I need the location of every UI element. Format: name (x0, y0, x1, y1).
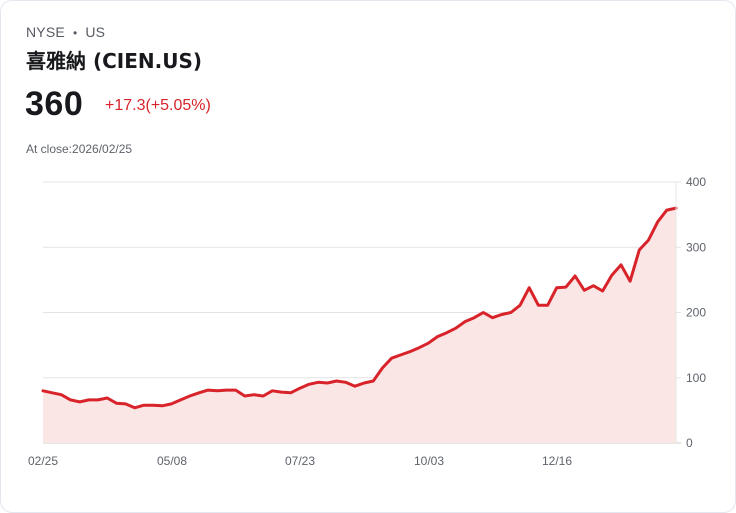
y-tick-label: 100 (686, 371, 706, 385)
separator-dot: • (72, 26, 78, 40)
x-tick-label: 05/08 (157, 454, 187, 468)
price-change: +17.3(+5.05%) (105, 97, 211, 114)
price-line (41, 206, 678, 410)
stock-title: 喜雅納 (CIEN.US) (26, 49, 203, 73)
close-date-label: At close:2026/02/25 (26, 142, 133, 156)
price-area-fill (43, 208, 676, 443)
y-tick-label: 200 (686, 306, 706, 320)
x-tick-label: 02/25 (28, 454, 58, 468)
y-tick-label: 400 (686, 175, 706, 189)
y-axis-ticks: 0 100 200 300 400 (686, 175, 706, 450)
market-label: US (85, 24, 106, 40)
y-tick-label: 0 (686, 436, 693, 450)
exchange-label: NYSE (26, 24, 65, 40)
x-tick-label: 12/16 (542, 454, 572, 468)
x-tick-label: 10/03 (414, 454, 444, 468)
x-axis-ticks: 02/25 05/08 07/23 10/03 12/16 (28, 454, 572, 468)
exchange-line: NYSE • US (26, 24, 105, 40)
current-price: 360 (25, 85, 84, 123)
x-tick-label: 07/23 (285, 454, 315, 468)
y-tick-label: 300 (686, 240, 706, 254)
